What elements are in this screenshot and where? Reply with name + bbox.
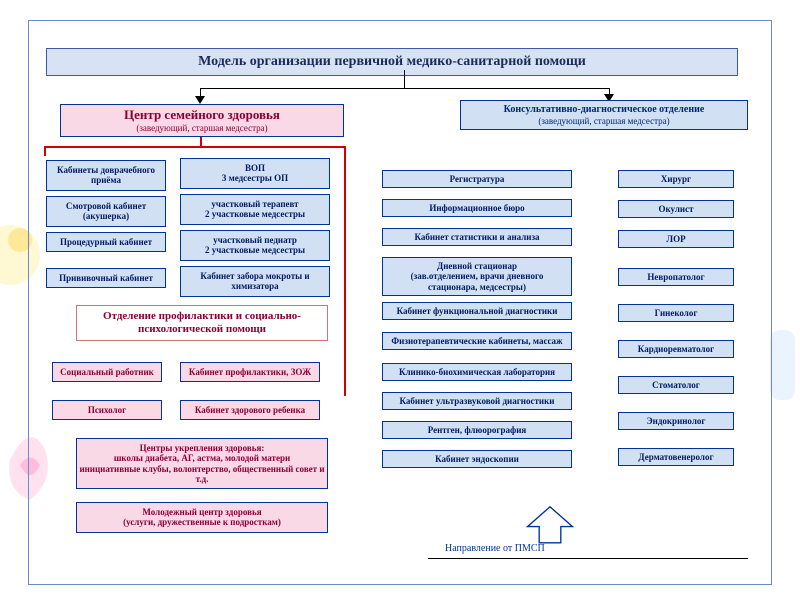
right-right-item: Стоматолог: [618, 376, 734, 394]
red-connector: [200, 136, 202, 146]
right-left-item: Клинико-биохимическая лаборатория: [382, 363, 572, 381]
left-col1-item: Процедурный кабинет: [46, 232, 166, 252]
dept-title: Отделение профилактики и социально-психо…: [76, 305, 328, 341]
right-right-item: Хирург: [618, 170, 734, 188]
left-col2-item: участковый терапевт 2 участковые медсест…: [180, 194, 330, 225]
diagram-title: Модель организации первичной медико-сани…: [46, 48, 738, 76]
red-connector: [44, 146, 46, 156]
left-col1-item: Прививочный кабинет: [46, 268, 166, 288]
wide-row: Центры укрепления здоровья: школы диабет…: [76, 438, 328, 489]
right-left-item: Дневной стационар (зав.отделением, врачи…: [382, 257, 572, 296]
referral-label: Направление от ПМСП: [445, 543, 545, 554]
left-col1-item: Кабинеты доврачебного приёма: [46, 160, 166, 191]
arrow-down-icon: [195, 96, 205, 104]
left-col1-item: Смотровой кабинет (акушерка): [46, 196, 166, 227]
right-right-item: Невропатолог: [618, 268, 734, 286]
bottom-col1-item: Социальный работник: [52, 362, 162, 382]
right-left-item: Информационное бюро: [382, 199, 572, 217]
bottom-col1-item: Психолог: [52, 400, 162, 420]
connector: [404, 70, 405, 88]
red-connector: [44, 146, 346, 148]
connector: [428, 558, 748, 559]
right-left-item: Кабинет эндоскопии: [382, 450, 572, 468]
left-col2-item: ВОП 3 медсестры ОП: [180, 158, 330, 189]
left-col2-item: Кабинет забора мокроты и химизатора: [180, 266, 330, 297]
right-left-item: Кабинет функциональной диагностики: [382, 302, 572, 320]
right-right-item: Кардиоревматолог: [618, 340, 734, 358]
left-col2-item: участковый педиатр 2 участковые медсестр…: [180, 230, 330, 261]
right-left-item: Рентген, флюорография: [382, 421, 572, 439]
right-header-sub: (заведующий, старшая медсестра): [465, 116, 743, 126]
left-header-title: Центр семейного здоровья: [65, 108, 339, 123]
right-right-item: ЛОР: [618, 230, 734, 248]
left-header-sub: (заведующий, старшая медсестра): [65, 123, 339, 133]
bottom-col2-item: Кабинет профилактики, ЗОЖ: [180, 362, 320, 382]
right-left-item: Регистратура: [382, 170, 572, 188]
right-right-item: Гинеколог: [618, 304, 734, 322]
right-right-item: Окулист: [618, 200, 734, 218]
right-right-item: Эндокринолог: [618, 412, 734, 430]
right-left-item: Физиотерапевтические кабинеты, массаж: [382, 332, 572, 350]
left-section-header: Центр семейного здоровья (заведующий, ст…: [60, 104, 344, 137]
right-left-item: Кабинет ультразвуковой диагностики: [382, 392, 572, 410]
right-header-title: Консультативно-диагностическое отделение: [465, 104, 743, 116]
red-connector: [344, 146, 346, 396]
right-right-item: Дерматовенеролог: [618, 448, 734, 466]
wide-row: Молодежный центр здоровья (услуги, друже…: [76, 502, 328, 533]
bottom-col2-item: Кабинет здорового ребенка: [180, 400, 320, 420]
right-section-header: Консультативно-диагностическое отделение…: [460, 100, 748, 130]
right-left-item: Кабинет статистики и анализа: [382, 228, 572, 246]
connector: [200, 88, 610, 89]
